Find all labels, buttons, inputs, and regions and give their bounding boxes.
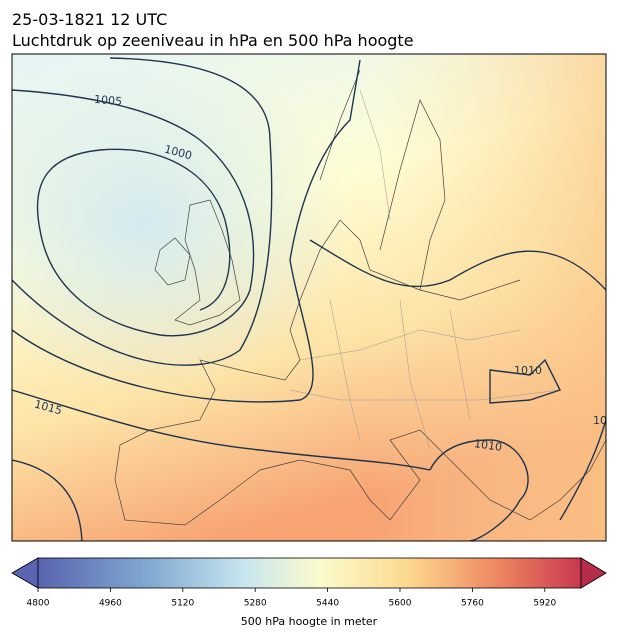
map: 1005 1000 1015 1010 1010 1010 — [12, 54, 618, 541]
colorbar-tick-label: 5440 — [316, 599, 339, 609]
colorbar-extend-low — [11, 557, 39, 589]
colorbar: 500 hPa hoogte in meter 4800 4960 5120 5280… — [11, 557, 607, 628]
isobar — [12, 59, 361, 403]
east-field — [12, 54, 606, 541]
isobar — [489, 358, 606, 521]
colorbar-tick-label: 5120 — [171, 599, 194, 609]
contour-label: 1010 — [593, 414, 618, 427]
title: 25-03-1821 12 UTC — [12, 10, 167, 29]
colorbar-tick-label: 4960 — [99, 599, 122, 609]
isobar — [309, 239, 606, 291]
coastline — [114, 69, 606, 526]
isobar — [12, 389, 529, 541]
colorbar-label: 500 hPa hoogte in meter — [241, 615, 378, 628]
isobar — [12, 89, 255, 337]
colorbar-tick-label: 4800 — [27, 599, 50, 609]
isobar — [12, 459, 83, 541]
isobar — [12, 57, 273, 366]
colorbar-tick-label: 5600 — [389, 599, 412, 609]
map-frame — [11, 53, 607, 542]
contour-label: 1010 — [473, 437, 503, 454]
subtitle: Luchtdruk op zeeniveau in hPa en 500 hPa… — [12, 31, 414, 50]
colorbar-tick-label: 5920 — [533, 599, 556, 609]
colorbar-body — [37, 557, 582, 589]
colorbar-extend-high — [580, 557, 607, 589]
borders — [289, 89, 561, 451]
contour-label: 1010 — [514, 364, 542, 377]
colorbar-tick-label: 5280 — [244, 599, 267, 609]
contour-label: 1005 — [94, 93, 123, 108]
colorbar-tick-label: 5760 — [461, 599, 484, 609]
